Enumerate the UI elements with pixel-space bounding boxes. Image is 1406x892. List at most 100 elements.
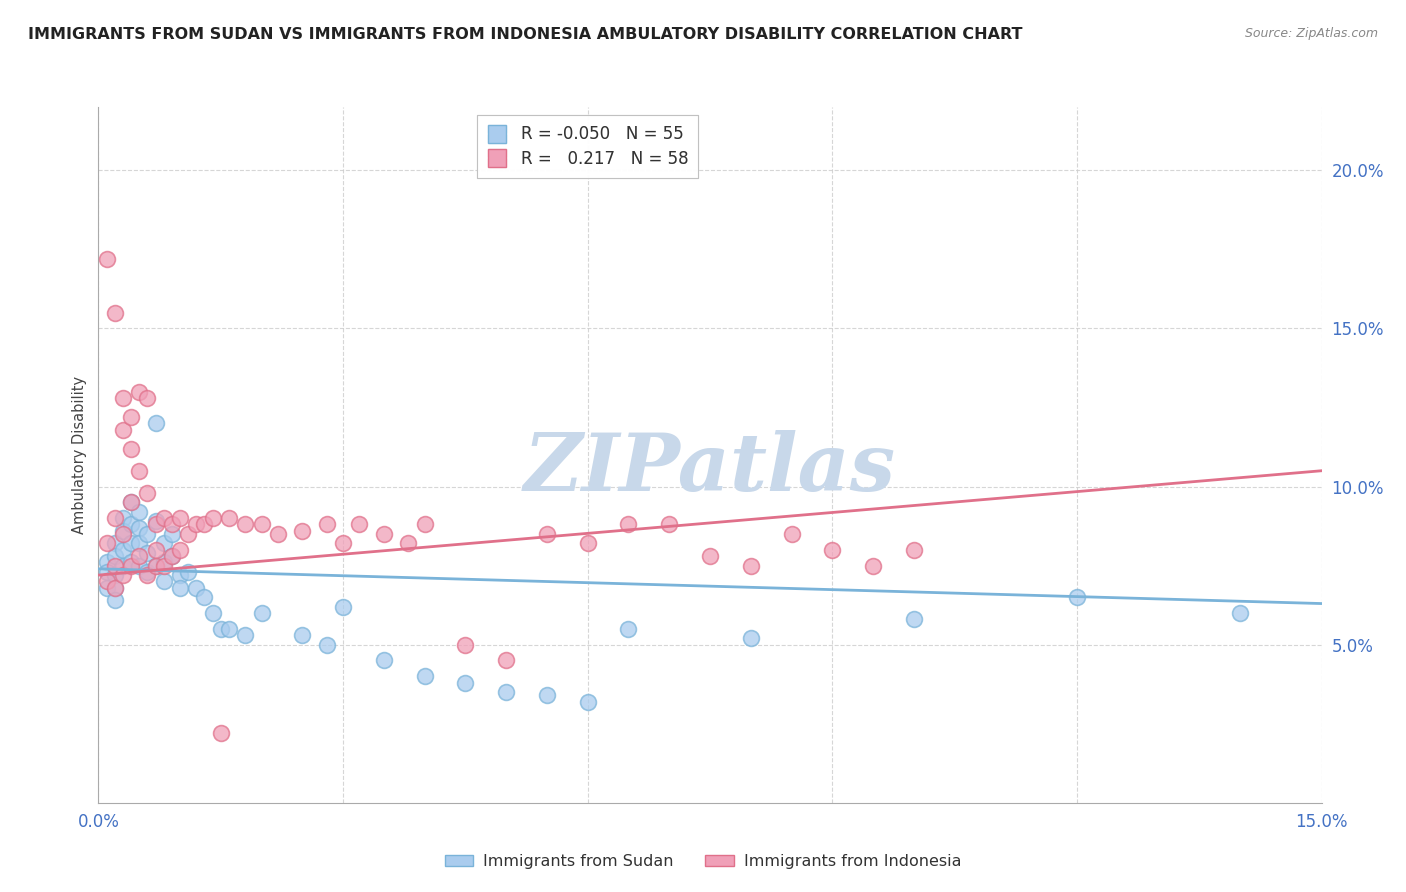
Point [136,568,159,582]
Point [617,622,640,636]
Point [111,542,134,557]
Point [169,581,191,595]
Point [111,568,134,582]
Point [145,558,167,573]
Point [136,527,159,541]
Point [740,632,762,646]
Point [903,612,925,626]
Point [495,653,517,667]
Point [96,574,118,589]
Point [96,252,118,266]
Point [111,524,134,538]
Point [1229,606,1251,620]
Legend: Immigrants from Sudan, Immigrants from Indonesia: Immigrants from Sudan, Immigrants from I… [439,847,967,875]
Point [332,536,354,550]
Text: Source: ZipAtlas.com: Source: ZipAtlas.com [1244,27,1378,40]
Point [120,517,142,532]
Point [136,391,159,405]
Point [193,591,215,605]
Point [136,486,159,500]
Point [536,688,558,702]
Point [177,527,200,541]
Point [120,409,142,424]
Point [332,599,354,614]
Point [152,511,174,525]
Point [233,628,256,642]
Point [145,514,167,528]
Point [201,511,224,525]
Point [96,565,118,579]
Point [250,517,273,532]
Point [128,505,150,519]
Point [495,685,517,699]
Point [315,638,337,652]
Point [145,542,167,557]
Point [454,675,477,690]
Point [120,558,142,573]
Point [413,669,436,683]
Point [821,542,844,557]
Point [120,556,142,570]
Point [169,542,191,557]
Point [536,527,558,541]
Point [160,549,183,563]
Point [396,536,419,550]
Point [128,464,150,478]
Point [373,653,395,667]
Point [267,527,290,541]
Point [152,574,174,589]
Point [111,558,134,573]
Point [136,546,159,560]
Point [373,527,395,541]
Point [233,517,256,532]
Point [186,581,208,595]
Legend: R = -0.050   N = 55, R =   0.217   N = 58: R = -0.050 N = 55, R = 0.217 N = 58 [477,115,699,178]
Point [104,581,127,595]
Point [145,417,167,431]
Point [201,606,224,620]
Point [128,521,150,535]
Point [218,511,240,525]
Point [349,517,371,532]
Point [699,549,721,563]
Point [104,549,127,563]
Point [104,305,127,319]
Point [169,568,191,582]
Point [128,558,150,573]
Point [862,558,884,573]
Point [160,527,183,541]
Point [104,568,127,582]
Point [104,581,127,595]
Point [193,517,215,532]
Point [186,517,208,532]
Point [576,536,599,550]
Point [160,517,183,532]
Point [111,423,134,437]
Point [160,549,183,563]
Point [120,442,142,456]
Point [209,622,232,636]
Point [617,517,640,532]
Point [145,517,167,532]
Point [104,511,127,525]
Point [250,606,273,620]
Point [104,536,127,550]
Point [96,581,118,595]
Point [104,593,127,607]
Point [177,565,200,579]
Point [152,556,174,570]
Y-axis label: Ambulatory Disability: Ambulatory Disability [72,376,87,534]
Point [903,542,925,557]
Point [136,565,159,579]
Point [152,558,174,573]
Point [658,517,681,532]
Point [145,558,167,573]
Point [1066,591,1088,605]
Point [315,517,337,532]
Point [128,549,150,563]
Point [169,511,191,525]
Point [128,384,150,399]
Point [218,622,240,636]
Point [780,527,803,541]
Point [576,695,599,709]
